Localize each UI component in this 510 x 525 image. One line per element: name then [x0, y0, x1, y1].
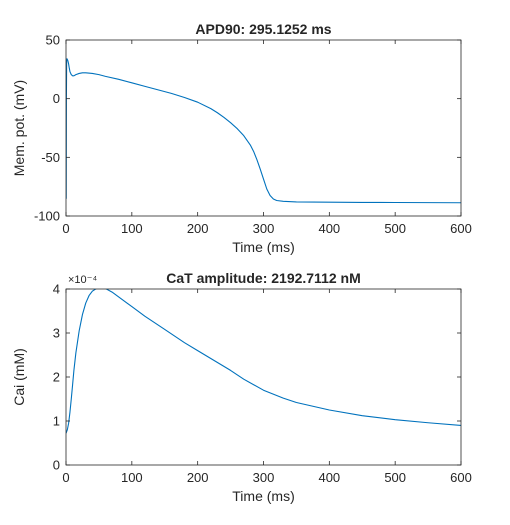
series-line-0 [66, 58, 461, 204]
x-tick-label: 400 [318, 470, 340, 485]
x-tick-label: 400 [318, 221, 340, 236]
x-tick-label: 500 [384, 470, 406, 485]
chart-title: APD90: 295.1252 ms [195, 21, 331, 37]
y-axis-exponent-label: ×10⁻⁴ [68, 274, 97, 286]
x-axis-label: Time (ms) [232, 239, 294, 255]
x-tick-label: 500 [384, 221, 406, 236]
x-tick-label: 200 [187, 470, 209, 485]
x-tick-label: 100 [121, 221, 143, 236]
y-tick-label: 1 [53, 414, 60, 429]
series-line-0 [66, 289, 461, 434]
y-tick-label: 3 [53, 326, 60, 341]
y-tick-label: 0 [53, 458, 60, 473]
x-tick-label: 0 [62, 470, 69, 485]
x-tick-label: 200 [187, 221, 209, 236]
y-tick-label: 0 [53, 91, 60, 106]
y-tick-label: -50 [41, 150, 60, 165]
y-axis-label: Mem. pot. (mV) [11, 80, 27, 176]
x-tick-label: 0 [62, 221, 69, 236]
x-tick-label: 100 [121, 470, 143, 485]
chart-title: CaT amplitude: 2192.7112 nM [166, 270, 361, 286]
x-tick-label: 300 [253, 470, 275, 485]
y-axis-label: Cai (mM) [11, 348, 27, 406]
calcium-transient-chart: 0 100 200 300 400 500 600 0 1 2 3 4 CaT amplitude: 2… [11, 270, 472, 504]
y-tick-label: 50 [46, 33, 60, 48]
y-tick-label: -100 [34, 209, 60, 224]
x-axis-label: Time (ms) [232, 488, 294, 504]
x-tick-label: 600 [450, 470, 472, 485]
y-tick-label: 2 [53, 370, 60, 385]
plot-area [66, 40, 461, 216]
x-tick-label: 300 [253, 221, 275, 236]
x-tick-label: 600 [450, 221, 472, 236]
y-tick-label: 4 [53, 282, 60, 297]
plot-area [66, 289, 461, 465]
membrane-potential-chart: 0 100 200 300 400 500 600 -100 -50 0 50 APD90: 295.… [11, 21, 472, 255]
